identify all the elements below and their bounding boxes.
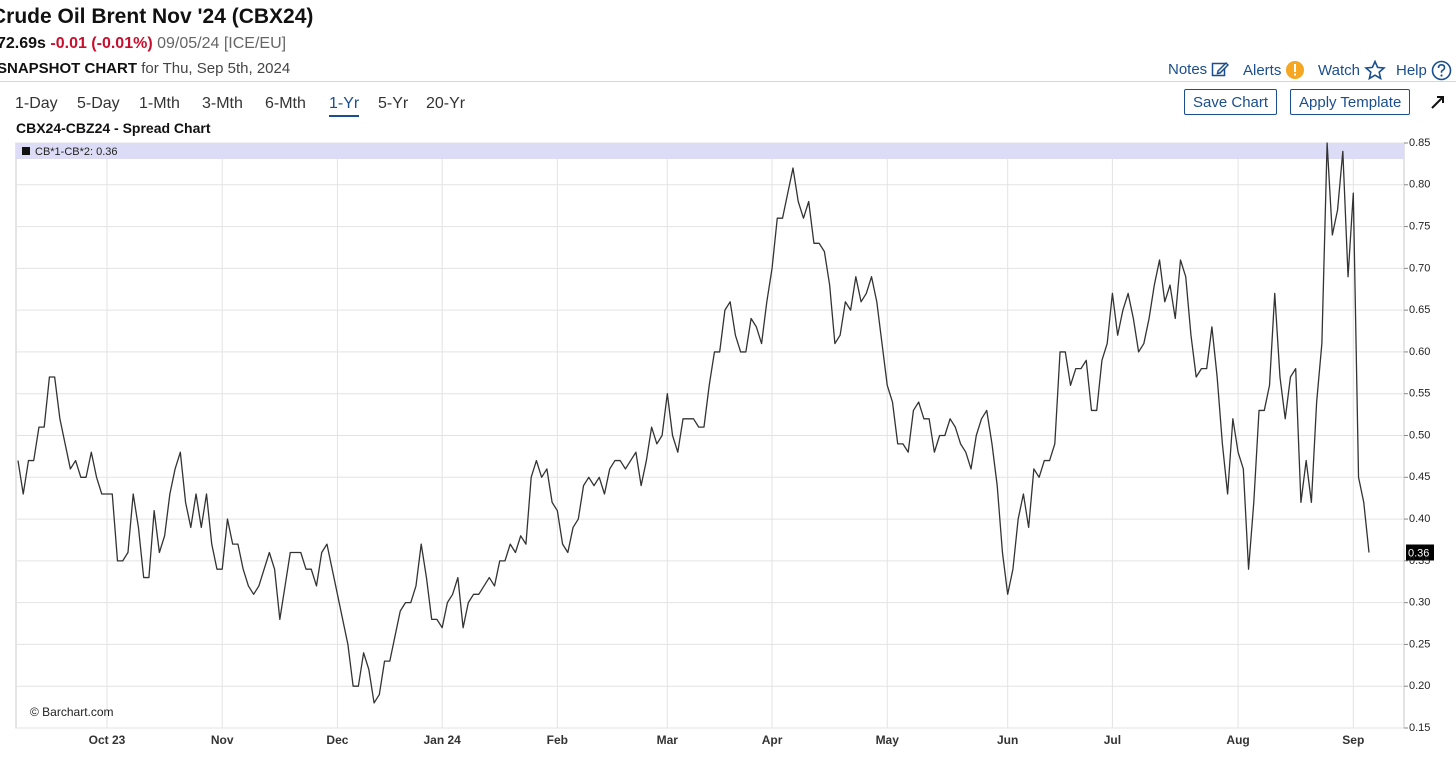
y-tick-label: 0.15 — [1409, 722, 1430, 734]
x-tick-label: Mar — [657, 733, 679, 747]
snapshot-line: SNAPSHOT CHART for Thu, Sep 5th, 2024 — [0, 60, 290, 77]
x-tick-label: Nov — [211, 733, 234, 747]
link-text: Notes — [1168, 60, 1208, 78]
legend-band — [16, 143, 1404, 159]
instrument-title: Crude Oil Brent Nov '24 (CBX24) — [0, 5, 314, 28]
quote-line: 72.69s -0.01 (-0.01%) 09/05/24 [ICE/EU] — [0, 35, 286, 53]
notes-link[interactable]: Notes — [1168, 60, 1230, 78]
period-tab-active[interactable]: 1-Yr — [329, 95, 360, 117]
period-tab[interactable]: 20-Yr — [426, 95, 466, 112]
legend-entry: CB*1-CB*2: 0.36 — [35, 146, 118, 158]
x-tick-label: Apr — [762, 733, 783, 747]
period-tab[interactable]: 5-Day — [77, 95, 120, 112]
period-tab[interactable]: 3-Mth — [202, 95, 243, 112]
alerts-link[interactable]: Alerts — [1243, 60, 1305, 80]
save-chart-button[interactable]: Save Chart — [1184, 89, 1278, 115]
divider — [0, 81, 1456, 82]
alerts-icon — [1286, 61, 1305, 79]
y-tick-label: 0.85 — [1409, 137, 1430, 149]
notes-icon — [1211, 61, 1230, 77]
expand-icon[interactable] — [1430, 94, 1446, 110]
help-icon — [1431, 60, 1452, 81]
watch-icon — [1364, 60, 1386, 80]
x-tick-label: Sep — [1342, 733, 1364, 747]
link-text: Watch — [1318, 61, 1360, 79]
snapshot-label: SNAPSHOT CHART — [0, 60, 138, 77]
series-line — [17, 142, 1370, 704]
watch-link[interactable]: Watch — [1318, 60, 1386, 80]
link-text: Help — [1396, 62, 1427, 79]
help-link[interactable]: Help — [1396, 60, 1452, 81]
y-tick-label: 0.80 — [1409, 179, 1430, 191]
x-tick-label: Aug — [1226, 733, 1249, 747]
y-tick-label: 0.75 — [1409, 220, 1430, 232]
period-tab[interactable]: 6-Mth — [265, 95, 306, 112]
y-tick-label: 0.25 — [1409, 638, 1430, 650]
period-tab[interactable]: 1-Day — [15, 95, 58, 112]
link-text: Alerts — [1243, 61, 1282, 79]
period-tab[interactable]: 1-Mth — [139, 95, 180, 112]
last-price: 72.69s — [0, 35, 46, 52]
price-change: -0.01 (-0.01%) — [50, 35, 153, 52]
y-tick-label: 0.35 — [1409, 555, 1430, 567]
last-value-box — [1406, 544, 1434, 561]
y-tick-label: 0.70 — [1409, 262, 1430, 274]
legend-swatch — [22, 147, 30, 155]
x-tick-label: Jul — [1104, 733, 1121, 747]
y-tick-label: 0.45 — [1409, 471, 1430, 483]
y-tick-label: 0.60 — [1409, 346, 1430, 358]
credit: © Barchart.com — [30, 705, 114, 719]
x-tick-label: Jun — [997, 733, 1018, 747]
y-tick-label: 0.50 — [1409, 429, 1430, 441]
x-tick-label: Feb — [547, 733, 568, 747]
apply-template-button[interactable]: Apply Template — [1290, 89, 1411, 115]
y-tick-label: 0.65 — [1409, 304, 1430, 316]
x-tick-label: Oct 23 — [89, 733, 126, 747]
y-tick-label: 0.30 — [1409, 597, 1430, 609]
quote-date: 09/05/24 [ICE/EU] — [157, 35, 287, 52]
x-tick-label: Dec — [326, 733, 348, 747]
snapshot-date: for Thu, Sep 5th, 2024 — [141, 60, 291, 77]
period-tab[interactable]: 5-Yr — [378, 95, 409, 112]
x-tick-label: Jan 24 — [423, 733, 461, 747]
y-tick-label: 0.20 — [1409, 680, 1430, 692]
y-tick-label: 0.55 — [1409, 388, 1430, 400]
y-tick-label: 0.40 — [1409, 513, 1430, 525]
chart-title: CBX24-CBZ24 - Spread Chart — [16, 120, 211, 136]
last-value-label: 0.36 — [1408, 547, 1429, 559]
x-tick-label: May — [876, 733, 900, 747]
